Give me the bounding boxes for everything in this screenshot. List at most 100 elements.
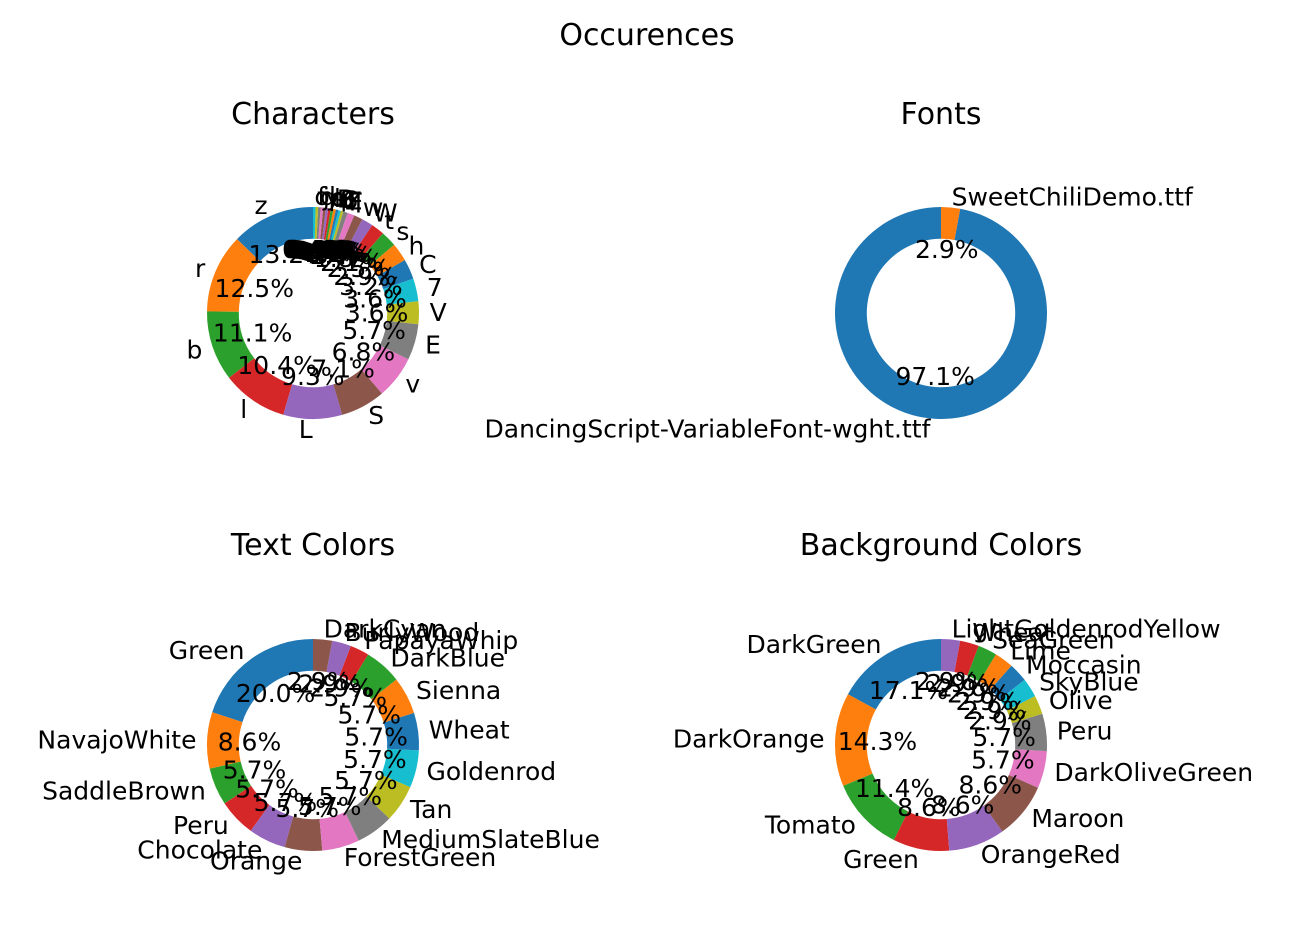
slice-label-sweetchilidemo-ttf: SweetChiliDemo.ttf xyxy=(952,182,1194,211)
slice-label-l: L xyxy=(299,415,313,444)
slice-seagreen xyxy=(967,645,996,682)
slice-percent-tomato: 11.4% xyxy=(855,774,934,803)
slice-label-peru: Peru xyxy=(1057,716,1113,745)
slice-moccasin xyxy=(990,665,1025,700)
slice-label-w: W xyxy=(373,198,398,227)
pie-labels-background-colors: DarkGreen 17.1% DarkOrange 14.3% Tomato 11.4%… xyxy=(673,614,1253,874)
figure-title: Occurences xyxy=(559,18,734,53)
slice-percent-saddlebrown: 5.7% xyxy=(223,756,287,785)
slice-percent-p: 0.4% xyxy=(290,235,354,264)
pie-labels-fonts: DancingScript-VariableFont-wght.ttf 97.1%… xyxy=(485,182,1195,443)
slice-percent-f: 0.7% xyxy=(301,238,365,267)
slice-label-darkcyan: DarkCyan xyxy=(324,614,447,643)
slice-v xyxy=(361,345,409,394)
slice-label-y: y xyxy=(326,183,341,212)
slice-label-z: Z xyxy=(345,186,362,215)
slice-h xyxy=(369,244,405,276)
slice-percent-v: 3.6% xyxy=(345,298,409,327)
slice-percent-darkgreen: 17.1% xyxy=(869,676,948,705)
slice-label-c: C xyxy=(419,250,436,279)
pie-background-colors: Background Colors DarkGreen 17.1% DarkOran… xyxy=(673,528,1253,874)
pie-characters: Characters z 13.2% r 12.5% b 11.1% l 10.4% L 9.3%… xyxy=(186,97,446,444)
slice-label-h: h xyxy=(408,232,424,261)
slice-percent-peru: 5.7% xyxy=(235,774,299,803)
slice-label-t: t xyxy=(384,206,394,235)
slice-label-e: E xyxy=(425,331,441,360)
slice-label-sienna: Sienna xyxy=(416,676,501,705)
slice-green xyxy=(212,639,313,723)
slice-tomato xyxy=(843,773,909,840)
slice-sienna xyxy=(371,679,415,723)
slice-percent-l: 9.3% xyxy=(281,362,345,391)
slice-percent-v: 6.8% xyxy=(332,337,396,366)
slice-goldenrod xyxy=(381,748,419,788)
slice-darkolivegreen xyxy=(1008,749,1047,788)
slice-w xyxy=(347,219,373,252)
slice-label-navajowhite: NavajoWhite xyxy=(37,725,196,754)
slice-label-burlywood: BurlyWood xyxy=(344,618,479,647)
slice-percent-j: 0.4% xyxy=(287,235,351,264)
slice-percent-q: 0.4% xyxy=(291,236,355,265)
slice-percent-y: 0.4% xyxy=(288,235,352,264)
slice-percent-tan: 5.7% xyxy=(334,766,398,795)
slice-percent-darkolivegreen: 5.7% xyxy=(971,745,1035,774)
slice-papayawhip xyxy=(339,645,369,682)
slice-lightgoldenrodyellow xyxy=(941,639,961,673)
slice-z xyxy=(332,210,344,242)
slice-percent-lime: 2.9% xyxy=(947,679,1011,708)
slice-label-v: v xyxy=(405,370,420,399)
slice-s xyxy=(361,233,395,266)
slice-p xyxy=(321,207,329,240)
slice-percent-navajowhite: 8.6% xyxy=(218,728,282,757)
slice-percent-k: 0.4% xyxy=(293,236,357,265)
slice-q xyxy=(323,208,331,240)
slice-label-r: r xyxy=(195,254,206,283)
slice-percent-s: 2.5% xyxy=(327,254,391,283)
slice-percent-seagreen: 2.9% xyxy=(937,673,1001,702)
slice-mediumslateblue xyxy=(345,796,390,841)
slice-label-6: 6 xyxy=(342,186,358,215)
slice-label-b: b xyxy=(186,335,202,364)
slice-label-skyblue: SkyBlue xyxy=(1039,667,1139,696)
slice-percent-chocolate: 5.7% xyxy=(254,788,318,817)
slice-darkblue xyxy=(351,654,397,700)
slice-label-o: o xyxy=(314,182,329,211)
slice-label-j: j xyxy=(322,182,330,211)
slice-wheat xyxy=(383,712,419,751)
slice-wheat xyxy=(954,640,979,676)
slice-percent-darkcyan: 2.9% xyxy=(287,667,351,696)
slice-l xyxy=(283,384,343,419)
slice-label-dancingscript-variablefont-wght-ttf: DancingScript-VariableFont-wght.ttf xyxy=(485,415,932,444)
slice-percent-w: 1.4% xyxy=(308,241,372,270)
slice-percent-wheat: 5.7% xyxy=(344,722,408,751)
slice-label-s: s xyxy=(396,217,409,246)
slice-percent-peru: 5.7% xyxy=(972,723,1036,752)
slice-dancingscript-variablefont-wght-ttf xyxy=(835,207,1047,420)
slice-label-d: d xyxy=(320,182,336,211)
slice-percent-darkblue: 5.7% xyxy=(323,683,387,712)
slice-tan xyxy=(366,774,411,819)
slice-darkgreen xyxy=(847,639,941,710)
slice-label-chocolate: Chocolate xyxy=(137,836,262,865)
pie-title-text-colors: Text Colors xyxy=(230,528,395,563)
slice-peru xyxy=(224,785,270,831)
slice-f xyxy=(334,211,348,243)
slice-label-forestgreen: ForestGreen xyxy=(344,843,496,872)
slice-percent-goldenrod: 5.7% xyxy=(343,745,407,774)
slice-label-f: F xyxy=(349,188,363,217)
slice-label-b: B xyxy=(337,184,354,213)
slice-percent-l: 10.4% xyxy=(237,351,316,380)
slice-label-wheat: Wheat xyxy=(429,716,510,745)
slice-percent-orangered: 8.6% xyxy=(931,790,995,819)
slice-label-i: I xyxy=(355,190,362,219)
slice-percent-wheat: 2.9% xyxy=(926,669,990,698)
slice-percent-8: 0.4% xyxy=(296,237,360,266)
slice-chocolate xyxy=(250,805,294,848)
slice-percent-dancingscript-variablefont-wght-ttf: 97.1% xyxy=(896,362,975,391)
slice-percent-forestgreen: 5.7% xyxy=(298,792,362,821)
slice-peru xyxy=(1011,713,1047,752)
slice-r xyxy=(207,239,260,312)
slice-label-darkblue: DarkBlue xyxy=(390,643,505,672)
slice-label-7: 7 xyxy=(427,273,443,302)
